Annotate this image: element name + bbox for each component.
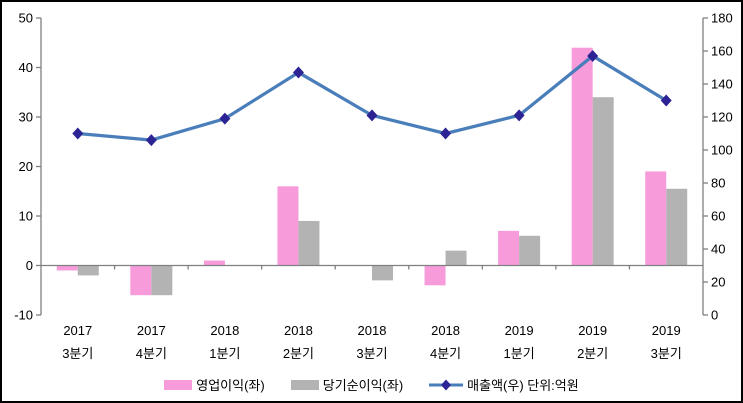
- revenue-point-5: [440, 127, 452, 140]
- category-label-year: 2018: [210, 323, 239, 338]
- right-tick-label: 40: [711, 242, 725, 257]
- bar-series1-cat8: [666, 188, 688, 266]
- right-tick-label: 160: [711, 44, 733, 59]
- category-label-quarter: 2분기: [577, 346, 608, 361]
- bar-series1-cat1: [151, 265, 173, 296]
- bar-series0-cat1: [130, 265, 152, 296]
- right-tick-label: 20: [711, 275, 725, 290]
- category-label-year: 2019: [505, 323, 534, 338]
- right-tick-label: 60: [711, 209, 725, 224]
- net-income-swatch: [290, 379, 319, 390]
- bar-series1-cat0: [77, 265, 99, 276]
- bar-series0-cat0: [56, 265, 78, 271]
- category-label-year: 2019: [652, 323, 681, 338]
- legend-item-net-income: 당기순이익(좌): [290, 375, 404, 394]
- category-label-quarter: 1분기: [209, 346, 240, 361]
- revenue-point-8: [660, 94, 672, 107]
- revenue-point-7: [587, 49, 599, 62]
- right-tick-label: 100: [711, 143, 733, 158]
- revenue-point-0: [72, 127, 84, 140]
- line-diamond-marker-icon: [429, 379, 464, 390]
- revenue-point-4: [366, 109, 378, 122]
- bar-series1-cat6: [519, 235, 541, 266]
- legend-item-revenue: 매출액(우) 단위:억원: [429, 375, 579, 394]
- legend: 영업이익(좌) 당기순이익(좌) 매출액(우) 단위:억원: [2, 375, 741, 394]
- right-tick-label: 140: [711, 77, 733, 92]
- revenue-label: 매출액(우) 단위:억원: [467, 378, 579, 393]
- left-tick-label: 20: [19, 159, 33, 174]
- category-label-year: 2018: [284, 323, 313, 338]
- net-income-label: 당기순이익(좌): [322, 378, 404, 393]
- revenue-point-3: [292, 66, 304, 79]
- category-label-year: 2018: [358, 323, 387, 338]
- revenue-point-2: [219, 112, 231, 125]
- category-label-year: 2019: [578, 323, 607, 338]
- right-tick-label: 0: [711, 308, 718, 323]
- bar-series1-cat5: [445, 250, 467, 266]
- category-label-quarter: 4분기: [136, 346, 167, 361]
- left-tick-label: 30: [19, 110, 33, 125]
- right-tick-label: 180: [711, 11, 733, 26]
- legend-item-operating-profit: 영업이익(좌): [164, 375, 265, 394]
- operating-profit-swatch: [164, 379, 193, 390]
- bar-series0-cat3: [277, 186, 299, 266]
- bar-series1-cat3: [298, 220, 320, 266]
- revenue-point-1: [145, 134, 157, 147]
- bar-series0-cat5: [424, 265, 446, 286]
- bar-series0-cat7: [571, 47, 593, 266]
- bar-series0-cat6: [498, 230, 520, 266]
- category-label-quarter: 2분기: [283, 346, 314, 361]
- category-label-quarter: 4분기: [430, 346, 461, 361]
- left-tick-label: 0: [26, 258, 33, 273]
- bar-series1-cat7: [592, 97, 614, 266]
- operating-profit-label: 영업이익(좌): [196, 378, 265, 393]
- category-label-quarter: 3분기: [356, 346, 387, 361]
- bar-series0-cat2: [203, 260, 225, 266]
- left-tick-label: 40: [19, 60, 33, 75]
- category-label-year: 2017: [137, 323, 166, 338]
- right-tick-label: 80: [711, 176, 725, 191]
- right-tick-label: 120: [711, 110, 733, 125]
- category-label-year: 2018: [431, 323, 460, 338]
- left-tick-label: -10: [14, 308, 33, 323]
- category-label-year: 2017: [63, 323, 92, 338]
- left-tick-label: 10: [19, 209, 33, 224]
- bar-series1-cat4: [372, 265, 393, 281]
- category-label-quarter: 1분기: [504, 346, 535, 361]
- bar-series0-cat8: [645, 171, 667, 266]
- left-tick-label: 50: [19, 11, 33, 26]
- category-label-quarter: 3분기: [62, 346, 93, 361]
- revenue-point-6: [513, 109, 525, 122]
- category-label-quarter: 3분기: [651, 346, 682, 361]
